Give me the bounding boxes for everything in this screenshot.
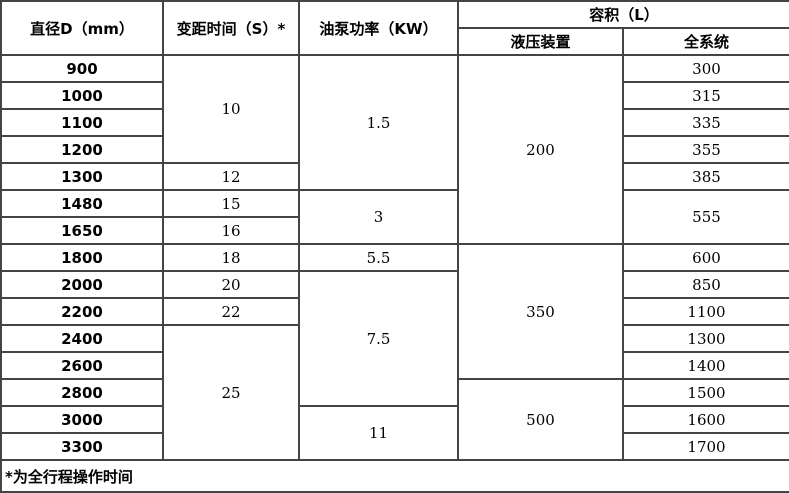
system-volume-cell: 315: [622, 81, 789, 110]
pitch-time-cell: 15: [162, 189, 300, 218]
diameter-cell: 900: [0, 54, 164, 83]
header-volume: 容积（L）: [457, 0, 789, 29]
system-volume-cell: 300: [622, 54, 789, 83]
pitch-time-cell: 22: [162, 297, 300, 326]
system-volume-cell: 1400: [622, 351, 789, 380]
table-row: 2200 22 1100: [0, 297, 789, 326]
header-pitch-time: 变距时间（S）*: [162, 0, 300, 56]
pump-power-cell: 1.5: [298, 54, 459, 191]
pitch-time-cell: 16: [162, 216, 300, 245]
diameter-cell: 1800: [0, 243, 164, 272]
system-volume-cell: 355: [622, 135, 789, 164]
diameter-cell: 1650: [0, 216, 164, 245]
table-row: 1480 15 3 555: [0, 189, 789, 245]
hydraulic-volume-cell: 500: [457, 378, 624, 461]
diameter-cell: 3300: [0, 432, 164, 461]
system-volume-cell: 1500: [622, 378, 789, 407]
diameter-cell: 1000: [0, 81, 164, 110]
diameter-cell: 1300: [0, 162, 164, 191]
header-pump-power: 油泵功率（KW）: [298, 0, 459, 56]
diameter-cell: 1200: [0, 135, 164, 164]
system-volume-cell: 600: [622, 243, 789, 272]
table-row: 1100 335: [0, 108, 789, 137]
table-row: 2400 25 1300: [0, 324, 789, 461]
system-volume-cell: 1300: [622, 324, 789, 353]
hydraulic-volume-cell: 200: [457, 54, 624, 245]
system-volume-cell: 1600: [622, 405, 789, 434]
table-row: 3000 11 1600: [0, 405, 789, 461]
diameter-cell: 2800: [0, 378, 164, 407]
footnote: *为全行程操作时间: [0, 459, 789, 493]
table-row: 900 10 1.5 200 300: [0, 54, 789, 245]
diameter-cell: 2600: [0, 351, 164, 380]
pump-power-cell: 11: [298, 405, 459, 461]
diameter-cell: 1100: [0, 108, 164, 137]
table-row: 1800 18 5.5 350 600: [0, 243, 789, 380]
header-row-top: 直径D（mm） 变距时间（S）* 油泵功率（KW） 容积（L）: [0, 0, 789, 56]
footnote-row: *为全行程操作时间: [0, 459, 789, 493]
table-row: 1650 16: [0, 216, 789, 245]
table-row: 2000 20 7.5 850: [0, 270, 789, 407]
pitch-time-cell: 12: [162, 162, 300, 191]
pitch-time-cell: 18: [162, 243, 300, 272]
header-full-system: 全系统: [622, 27, 789, 56]
table-row: 1000 315: [0, 81, 789, 110]
system-volume-cell: 335: [622, 108, 789, 137]
pump-power-cell: 7.5: [298, 270, 459, 407]
diameter-cell: 2200: [0, 297, 164, 326]
table-row: 1200 355: [0, 135, 789, 164]
header-row-sub: 液压装置 全系统: [1, 27, 789, 56]
table-row: 1300 12 385: [0, 162, 789, 191]
system-volume-cell: 850: [622, 270, 789, 299]
header-hydraulic-device: 液压装置: [457, 27, 624, 56]
pitch-time-cell: 20: [162, 270, 300, 299]
hydraulic-volume-cell: 350: [457, 243, 624, 380]
system-volume-cell: 1700: [622, 432, 789, 461]
system-volume-cell: 385: [622, 162, 789, 191]
table-row: 2600 1400: [0, 351, 789, 380]
table-row: 2800 500 1500: [0, 378, 789, 461]
diameter-cell: 2000: [0, 270, 164, 299]
diameter-cell: 3000: [0, 405, 164, 434]
header-diameter: 直径D（mm）: [0, 0, 164, 56]
system-volume-cell: 1100: [622, 297, 789, 326]
diameter-cell: 2400: [0, 324, 164, 353]
diameter-cell: 1480: [0, 189, 164, 218]
pitch-time-cell: 25: [162, 324, 300, 461]
system-volume-cell: 555: [622, 189, 789, 245]
pitch-time-cell: 10: [162, 54, 300, 164]
pump-power-cell: 5.5: [298, 243, 459, 272]
pump-power-cell: 3: [298, 189, 459, 245]
table-row: 3300 1700: [0, 432, 789, 461]
